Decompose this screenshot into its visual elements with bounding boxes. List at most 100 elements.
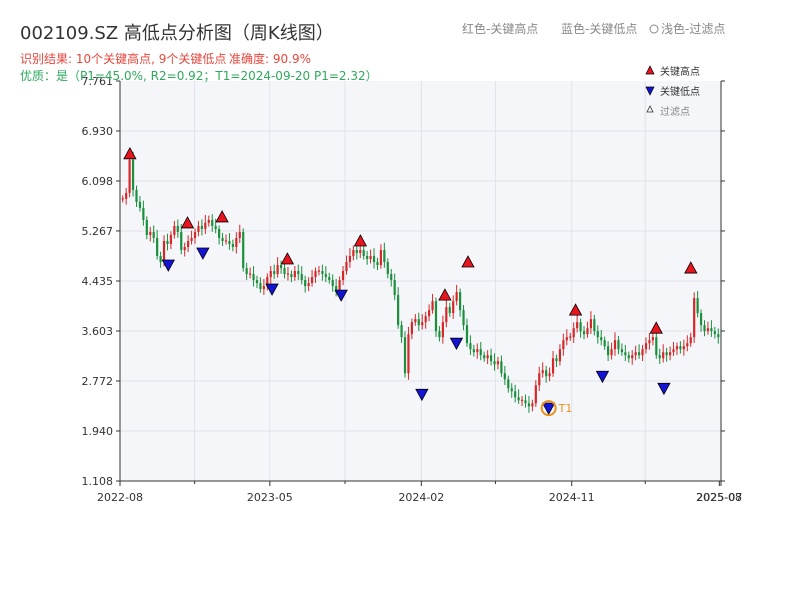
t1-circle	[540, 400, 557, 417]
candlestick	[414, 314, 417, 326]
candlestick	[269, 265, 272, 284]
candle-body	[658, 355, 661, 359]
candle-body	[245, 268, 248, 275]
candle-body	[269, 271, 272, 278]
candlestick	[348, 248, 352, 268]
candlestick	[644, 337, 648, 354]
candle-body	[634, 352, 637, 356]
candle-body	[297, 271, 300, 275]
candle-body	[696, 298, 699, 314]
candle-body	[362, 250, 365, 257]
key-low-marker	[595, 370, 610, 384]
candle-body	[221, 237, 224, 241]
candle-body	[348, 256, 352, 263]
candlestick	[314, 267, 317, 283]
candlestick	[228, 233, 231, 250]
candlestick	[204, 215, 207, 235]
candlestick	[565, 329, 568, 346]
candle-body	[407, 334, 410, 374]
candlestick	[297, 264, 300, 280]
candlestick	[307, 277, 310, 292]
key-high-marker	[353, 234, 368, 247]
grid	[120, 81, 721, 481]
candle-body	[193, 231, 197, 238]
candle-body	[682, 346, 685, 350]
candle-body	[489, 355, 493, 362]
candlestick	[441, 315, 444, 344]
candlestick	[617, 335, 620, 355]
candle-body	[613, 340, 617, 350]
candle-body	[541, 370, 544, 374]
candlestick	[355, 244, 358, 260]
key-low-marker	[449, 337, 464, 351]
candlestick	[548, 367, 551, 382]
key-high-marker	[461, 255, 475, 268]
accuracy-label: 准确度: 90.9%	[229, 51, 311, 66]
key-low-marker	[657, 382, 671, 396]
candlestick	[214, 218, 217, 234]
key-high-marker	[280, 252, 295, 265]
candle-body	[300, 274, 303, 281]
candlestick	[379, 244, 383, 269]
candle-body	[417, 319, 420, 326]
candle-body	[414, 319, 417, 323]
candlestick	[579, 318, 582, 338]
legend: 关键高点 关键低点 过滤点	[645, 65, 700, 118]
candlestick	[603, 336, 606, 350]
candlestick	[293, 265, 296, 281]
key-high-marker	[568, 303, 583, 316]
candle-body	[279, 265, 283, 269]
candle-body	[369, 256, 372, 260]
candle-body	[641, 349, 644, 356]
y-tick-label: 1.108	[82, 475, 114, 488]
candlestick	[238, 224, 241, 244]
t1-label: T1	[558, 402, 573, 415]
candle-body	[569, 336, 572, 338]
candle-body	[252, 274, 255, 281]
candle-body	[200, 225, 203, 229]
candle-body	[180, 231, 183, 251]
candle-body	[169, 234, 173, 244]
candle-body	[545, 370, 548, 377]
candlestick	[156, 230, 159, 260]
candle-body	[665, 352, 668, 356]
candle-body	[472, 349, 475, 353]
legend-filtered-label: 过滤点	[660, 105, 690, 118]
candle-body	[266, 277, 269, 287]
candlestick	[517, 389, 520, 404]
candlestick	[173, 220, 176, 239]
candle-body	[668, 352, 672, 356]
candlestick	[510, 383, 513, 398]
candle-body	[582, 331, 586, 335]
candle-body	[156, 237, 159, 257]
candlestick	[169, 231, 173, 250]
candle-body	[242, 231, 245, 269]
candle-body	[624, 352, 627, 356]
candlestick	[321, 264, 324, 281]
key-low-marker	[265, 283, 279, 296]
candlestick	[613, 332, 617, 356]
candlesticks	[121, 151, 720, 413]
candle-body	[562, 340, 565, 350]
candlestick	[634, 345, 637, 361]
candlestick	[648, 332, 651, 350]
candle-body	[469, 343, 472, 350]
candle-body	[438, 331, 441, 338]
candlestick	[717, 328, 720, 344]
candlestick	[138, 196, 142, 212]
candle-body	[600, 337, 603, 341]
candle-body	[328, 277, 331, 281]
candle-body	[503, 373, 506, 380]
candle-body	[565, 337, 568, 341]
candle-body	[290, 274, 293, 278]
candle-body	[176, 225, 179, 232]
candlestick	[383, 242, 386, 268]
candle-body	[507, 379, 510, 389]
candlestick	[706, 321, 710, 335]
candlestick	[696, 290, 699, 318]
y-tick-label: 3.603	[82, 325, 114, 338]
candle-body	[218, 228, 221, 238]
legend-high-icon	[645, 65, 655, 75]
candle-body	[558, 349, 562, 362]
candlestick	[593, 314, 596, 336]
